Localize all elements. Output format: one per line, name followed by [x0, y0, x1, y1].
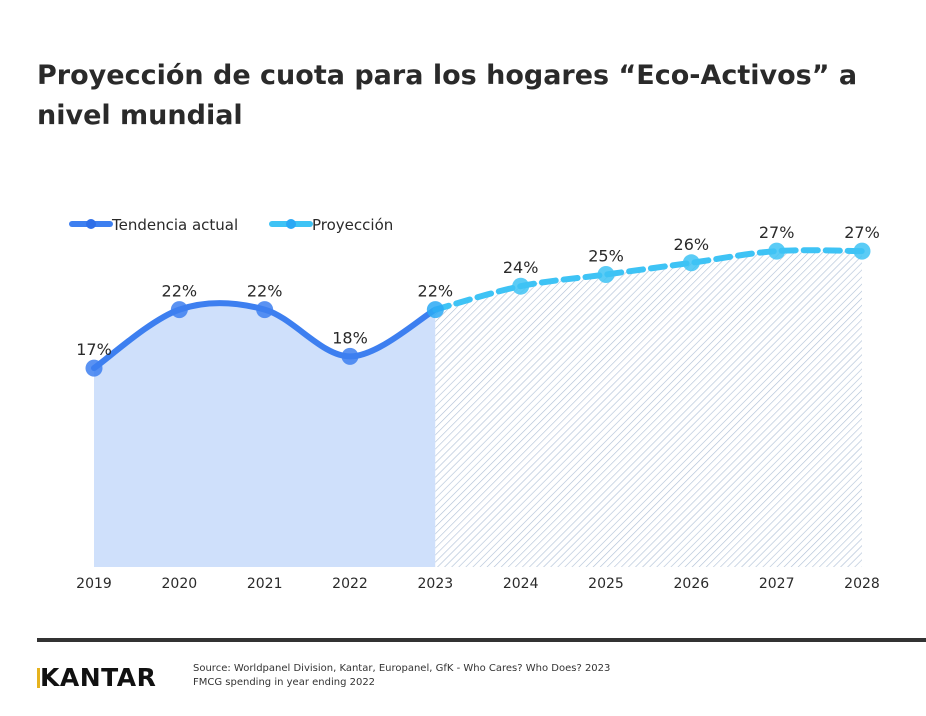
data-point	[768, 242, 786, 260]
data-point	[170, 301, 188, 319]
data-point	[853, 242, 871, 260]
area-actual	[94, 302, 436, 567]
legend-marker-actual	[86, 219, 96, 229]
data-point	[597, 266, 615, 283]
line-projection	[432, 247, 865, 313]
source-note: Source: Worldpanel Division, Kantar, Eur…	[193, 662, 610, 690]
source-line-2: FMCG spending in year ending 2022	[193, 677, 376, 688]
kantar-logo: KANTAR	[37, 663, 156, 692]
data-point	[85, 359, 103, 377]
data-point	[682, 254, 700, 272]
source-line-1: Source: Worldpanel Division, Kantar, Eur…	[193, 663, 611, 674]
data-label: 22%	[247, 282, 283, 301]
data-label: 25%	[588, 247, 624, 266]
line-chart: Tendencia actual Proyección 17% 22% 22% 18% 2…	[69, 216, 880, 592]
x-tick-label: 2028	[844, 576, 880, 592]
footer-divider	[37, 638, 926, 642]
x-tick-label: 2022	[332, 576, 368, 592]
legend-label-projection: Proyección	[312, 216, 393, 234]
data-label: 26%	[674, 235, 710, 254]
data-label: 24%	[503, 258, 539, 277]
x-tick-label: 2020	[162, 576, 198, 592]
data-label: 18%	[332, 328, 368, 347]
legend: Tendencia actual Proyección	[69, 216, 393, 234]
area-projection	[435, 250, 862, 567]
data-point	[256, 301, 274, 319]
legend-label-actual: Tendencia actual	[111, 216, 238, 234]
x-tick-label: 2024	[503, 576, 539, 592]
x-tick-label: 2019	[76, 576, 112, 592]
data-label: 22%	[418, 282, 454, 301]
x-tick-label: 2023	[418, 576, 454, 592]
legend-marker-projection	[286, 219, 296, 229]
x-tick-label: 2021	[247, 576, 283, 592]
data-label: 27%	[844, 223, 880, 242]
x-tick-label: 2025	[588, 576, 624, 592]
data-label: 27%	[759, 223, 795, 242]
data-point	[512, 277, 530, 295]
data-label: 22%	[162, 282, 198, 301]
data-point	[426, 301, 444, 319]
x-tick-label: 2026	[674, 576, 710, 592]
data-point	[341, 347, 359, 365]
x-tick-label: 2027	[759, 576, 795, 592]
chart-title: Proyección de cuota para los hogares “Ec…	[37, 60, 858, 131]
data-label: 17%	[76, 340, 112, 359]
